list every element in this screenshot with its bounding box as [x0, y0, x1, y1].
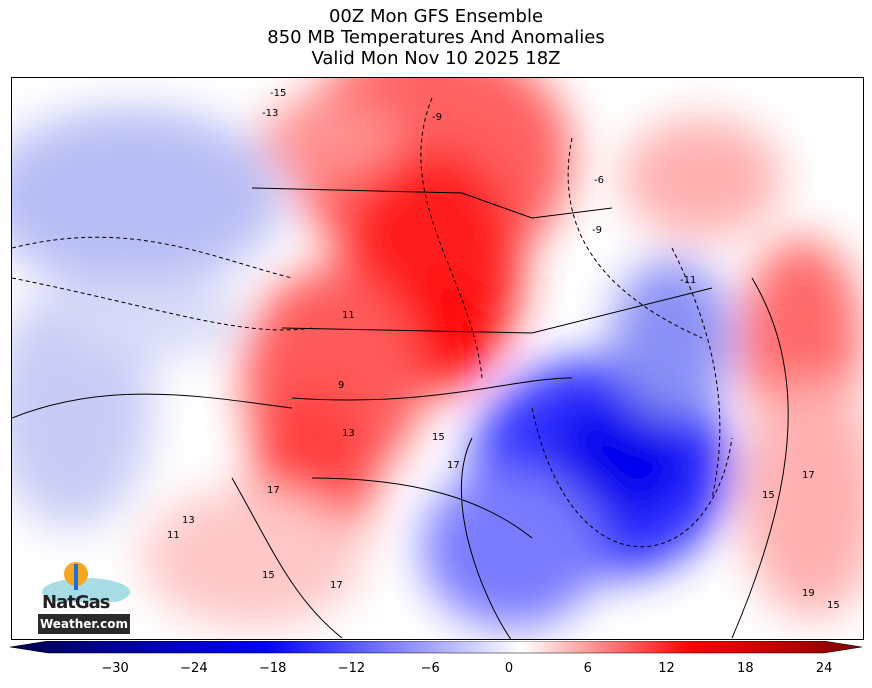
colorbar-tick: 24 [815, 661, 833, 676]
contour-line [311, 477, 533, 539]
contour-line [671, 247, 721, 499]
title-line-3: Valid Mon Nov 10 2025 18Z [311, 48, 561, 69]
anomaly-region [552, 398, 692, 518]
title-line-2: 850 MB Temperatures And Anomalies [267, 27, 605, 48]
contour-label: 15 [262, 570, 275, 581]
contour-label: 13 [342, 428, 355, 439]
colorbar-tick: 6 [583, 661, 592, 676]
contour-label: -9 [432, 112, 442, 123]
contour-label: -6 [594, 175, 604, 186]
colorbar-tick: 18 [737, 661, 754, 676]
contour-line [460, 437, 512, 639]
contour-label: -15 [270, 88, 286, 99]
map-title: 00Z Mon GFS Ensemble 850 MB Temperatures… [0, 6, 872, 69]
contour-line [281, 287, 713, 334]
contour-label: -13 [262, 108, 278, 119]
logo-text-natgas: NatGas [42, 592, 110, 613]
contour-label: 15 [827, 600, 840, 611]
contour-line [567, 137, 703, 339]
colorbar-tick: −6 [420, 661, 440, 676]
contour-label: 17 [330, 580, 343, 591]
contour-label: 15 [762, 490, 775, 501]
contour-line [231, 477, 343, 639]
anomaly-region [262, 98, 402, 178]
contour-label: 11 [342, 310, 355, 321]
contour-label: -9 [592, 225, 602, 236]
contour-line [12, 277, 313, 331]
contour-line [12, 393, 293, 419]
anomaly-map: -15 -13 -9 -6 -9 -11 11 9 13 15 17 17 13 11 15 17 15 17 19… [11, 77, 864, 640]
contour-label: 19 [802, 588, 815, 599]
contour-label: -11 [680, 275, 696, 286]
colorbar-tick: 0 [504, 661, 514, 676]
contour-label: 17 [802, 470, 815, 481]
colorbar [9, 641, 863, 654]
colorbar-tick: −24 [180, 661, 208, 676]
contour-line [420, 97, 483, 379]
contour-line [731, 277, 789, 639]
sun-cloud-icon [42, 562, 130, 602]
colorbar-tick: −12 [337, 661, 366, 676]
anomaly-region [12, 108, 282, 288]
colorbar-tick: −30 [101, 661, 129, 676]
contour-label: 17 [267, 485, 280, 496]
contour-line [12, 236, 293, 279]
colorbar-tick: −18 [258, 661, 287, 676]
anomaly-region [142, 488, 362, 628]
contour-label: 9 [338, 380, 344, 391]
contour-line [291, 377, 573, 401]
logo-text-weather: Weather.com [38, 614, 130, 634]
contour-label: 15 [432, 432, 445, 443]
anomaly-region [742, 378, 863, 618]
contour-line [251, 187, 613, 219]
anomaly-region [612, 258, 732, 418]
contour-label: 17 [447, 460, 460, 471]
anomaly-region [622, 118, 782, 238]
colorbar-tick: 12 [658, 661, 675, 676]
anomaly-region [62, 278, 242, 358]
contour-label: 13 [182, 515, 195, 526]
title-line-1: 00Z Mon GFS Ensemble [328, 6, 544, 27]
natgasweather-logo: NatGas Weather.com [36, 552, 134, 636]
contour-label: 11 [167, 530, 180, 541]
anomaly-region [422, 468, 602, 628]
